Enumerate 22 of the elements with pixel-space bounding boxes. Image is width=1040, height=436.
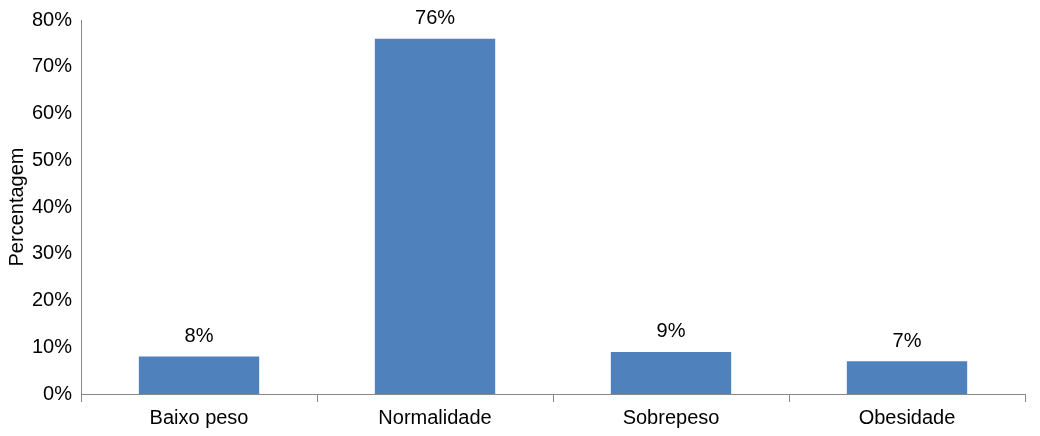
x-tick-label: Sobrepeso <box>622 405 720 428</box>
y-tick-label: 20% <box>32 288 73 311</box>
y-tick-label: 30% <box>32 241 73 264</box>
x-tick-label: Obesidade <box>858 405 956 428</box>
y-tick-label: 40% <box>32 194 73 217</box>
bar <box>138 356 260 394</box>
y-tick-label: 80% <box>32 7 73 30</box>
y-tick-label: 10% <box>32 334 73 357</box>
data-label: 7% <box>892 328 922 351</box>
y-tick-label: 60% <box>32 101 73 124</box>
bar <box>374 38 496 394</box>
data-label: 9% <box>656 319 686 342</box>
y-tick-label: 0% <box>43 381 73 404</box>
data-label: 8% <box>184 324 214 347</box>
data-label: 76% <box>415 6 456 29</box>
x-tick-label: Baixo peso <box>149 405 249 428</box>
y-tick-label: 50% <box>32 147 73 170</box>
y-axis-title: Percentagem <box>4 147 27 267</box>
y-tick-label: 70% <box>32 54 73 77</box>
x-tick-label: Normalidade <box>378 405 492 428</box>
bar <box>610 351 732 394</box>
bar <box>846 361 968 394</box>
